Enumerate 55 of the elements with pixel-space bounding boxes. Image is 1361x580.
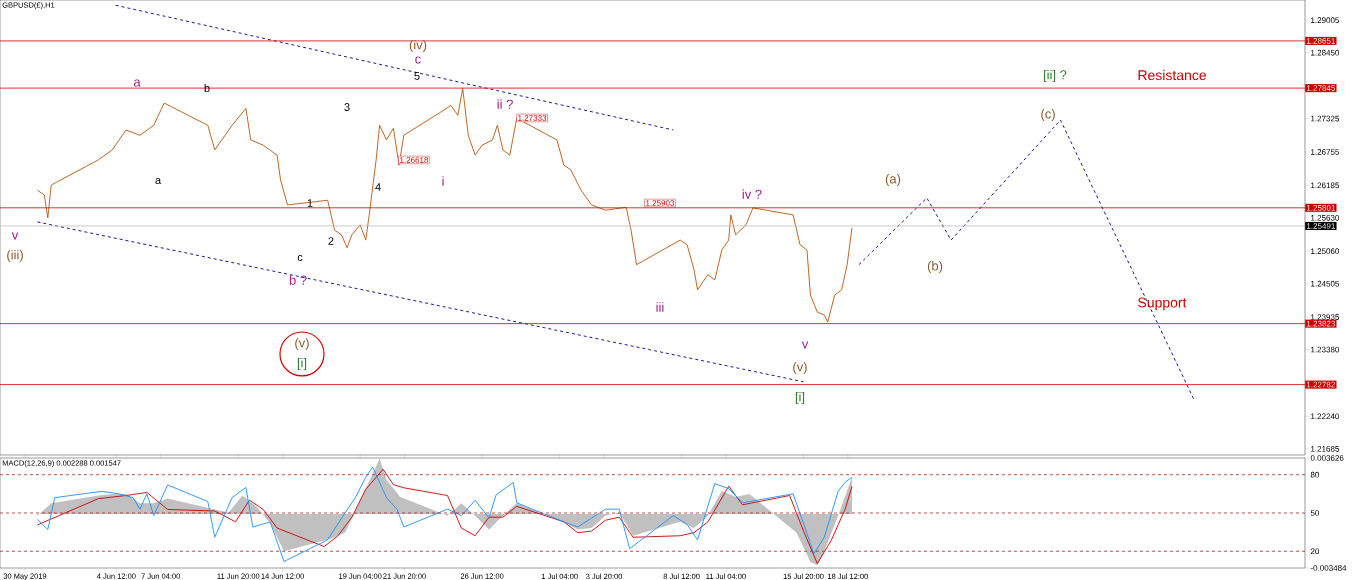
annotation: (c): [1041, 108, 1055, 122]
annotation: c: [415, 56, 421, 64]
annotation: (b): [927, 260, 943, 274]
annotation: 1.27333: [518, 115, 547, 121]
ref-line-label: 1.25491: [1307, 223, 1335, 229]
annotation: [i]: [795, 391, 805, 405]
y2-tick-label: 50: [1310, 510, 1320, 516]
y-tick-label: 1.23380: [1311, 346, 1340, 353]
annotation: v: [801, 341, 809, 349]
ref-line-label: 1.22782: [1307, 381, 1335, 388]
y-tick-label: 0.003626: [1310, 455, 1344, 461]
annotation: c: [297, 254, 303, 261]
annotation: (iii): [7, 249, 23, 263]
y-tick-label: 1.29005: [1311, 17, 1340, 24]
annotation: v: [11, 232, 19, 240]
annotation: iii: [656, 302, 664, 312]
annotation: a: [155, 177, 162, 184]
y-tick-label: 1.25630: [1311, 215, 1340, 221]
y-tick-label: 1.28450: [1311, 49, 1340, 56]
y-tick-label: 1.26755: [1311, 149, 1340, 155]
annotation: ii ?: [497, 99, 513, 109]
annotation: iv ?: [742, 189, 762, 199]
annotation: (v): [295, 337, 309, 351]
y-tick-label: -0.003484: [1310, 565, 1347, 571]
annotation: 1.26618: [400, 157, 429, 163]
annotation: [i]: [297, 357, 307, 371]
annotation: b: [204, 83, 210, 93]
y-tick-label: 1.24505: [1311, 280, 1340, 287]
y-tick-label: 1.21685: [1311, 446, 1340, 452]
y-tick-label: 1.22240: [1311, 413, 1340, 420]
line-series: [858, 119, 1195, 401]
annotation: Resistance: [1138, 69, 1207, 81]
y-tick-label: 1.23935: [1311, 314, 1340, 320]
y2-tick-label: 20: [1310, 548, 1320, 555]
annotation: 3: [344, 103, 350, 111]
y-tick-label: 1.27325: [1311, 115, 1340, 122]
annotation: (iv): [409, 39, 427, 53]
ref-line-label: 1.23823: [1307, 320, 1335, 327]
ref-line-label: 1.27845: [1307, 85, 1335, 91]
annotation: [ii] ?: [1043, 69, 1067, 83]
y-tick-label: 1.26185: [1311, 182, 1340, 189]
annotation: (v): [793, 361, 807, 375]
annotation: b ?: [289, 275, 307, 285]
ref-line-label: 1.25801: [1307, 204, 1335, 211]
ref-line-label: 1.28651: [1307, 38, 1335, 44]
annotation: 4: [375, 183, 381, 191]
annotation: 5: [414, 72, 420, 80]
annotation: i: [442, 176, 444, 186]
annotation: Support: [1138, 297, 1187, 311]
annotation: (a): [885, 173, 901, 187]
annotation: 2: [328, 237, 334, 245]
annotation: a: [133, 79, 141, 87]
y-tick-label: 1.25060: [1311, 248, 1340, 255]
y2-tick-label: 80: [1310, 471, 1320, 478]
annotation: 1.25903: [646, 200, 675, 206]
